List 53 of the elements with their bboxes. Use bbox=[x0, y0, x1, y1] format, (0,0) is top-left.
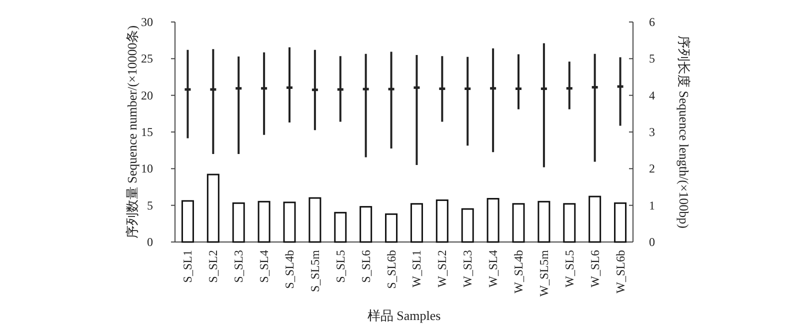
x-tick-label: S_SL1 bbox=[180, 250, 195, 283]
bar bbox=[538, 200, 550, 243]
x-tick-label: W_SL5m bbox=[536, 249, 551, 297]
y2-tick-label: 3 bbox=[649, 125, 655, 139]
x-tick-label: S_SL2 bbox=[206, 250, 220, 283]
x-tick-label: S_SL5 bbox=[333, 250, 348, 283]
bar bbox=[563, 203, 576, 243]
y-axis-title: 序列数量 Sequence number/(×10000条) bbox=[124, 25, 140, 239]
bar bbox=[206, 174, 220, 243]
y-tick-label: 10 bbox=[141, 162, 153, 176]
x-tick-label: W_SL4b bbox=[512, 250, 526, 294]
bar bbox=[436, 199, 448, 243]
y2-tick-label: 2 bbox=[649, 162, 655, 176]
y2-tick-label: 6 bbox=[649, 15, 655, 29]
y2-tick-label: 5 bbox=[649, 52, 655, 66]
bar bbox=[232, 202, 245, 243]
y2-tick-label: 4 bbox=[649, 88, 655, 102]
y-tick-label: 5 bbox=[147, 198, 153, 212]
bar bbox=[258, 200, 270, 243]
y2-tick-label: 1 bbox=[649, 198, 655, 212]
x-axis-title: 样品 Samples bbox=[367, 308, 441, 323]
x-tick-label: S_SL3 bbox=[232, 250, 246, 283]
x-tick-label: W_SL1 bbox=[410, 250, 424, 288]
x-tick-label: W_SL6 bbox=[588, 250, 602, 288]
bar bbox=[486, 198, 500, 243]
bar bbox=[461, 208, 474, 243]
bar bbox=[308, 197, 322, 243]
x-tick-label: S_SL4 bbox=[257, 250, 272, 283]
x-tick-label: S_SL5m bbox=[308, 249, 322, 292]
y-tick-label: 20 bbox=[141, 88, 153, 102]
x-tick-label: S_SL4b bbox=[282, 250, 296, 289]
x-tick-label: W_SL4 bbox=[486, 250, 500, 288]
x-tick-label: W_SL5 bbox=[562, 250, 576, 288]
bar bbox=[181, 200, 194, 243]
bar bbox=[410, 203, 423, 243]
bar bbox=[512, 203, 525, 243]
x-tick-label: W_SL3 bbox=[460, 250, 475, 288]
y2-tick-label: 0 bbox=[649, 235, 655, 249]
bar bbox=[360, 206, 372, 243]
x-tick-label: W_SL2 bbox=[435, 250, 450, 288]
bar bbox=[588, 196, 602, 243]
x-tick-label: W_SL6b bbox=[613, 250, 628, 294]
bar bbox=[334, 212, 347, 243]
bar bbox=[385, 213, 398, 243]
x-tick-label: S_SL6 bbox=[358, 250, 373, 283]
y-tick-label: 0 bbox=[147, 235, 153, 249]
bar bbox=[283, 202, 296, 243]
y-tick-label: 25 bbox=[141, 52, 153, 66]
y-tick-label: 30 bbox=[141, 15, 153, 29]
y2-axis-title: 序列长度 Sequence length/(×100bp) bbox=[676, 36, 692, 228]
x-tick-label: S_SL6b bbox=[384, 250, 398, 289]
y-tick-label: 15 bbox=[141, 125, 153, 139]
bar bbox=[614, 202, 627, 243]
